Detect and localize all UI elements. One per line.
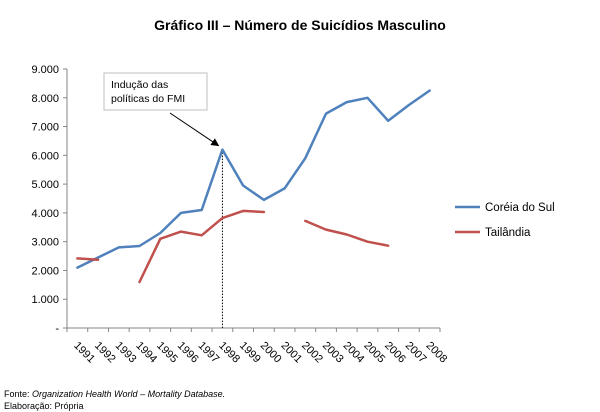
- x-tick-label: 1998: [216, 340, 242, 366]
- y-tick-label: -: [55, 323, 59, 335]
- y-tick-label: 4.000: [31, 208, 59, 220]
- x-tick-label: 2004: [341, 340, 367, 366]
- series-line-coreia-do-sul: [76, 89, 431, 269]
- series-line-tailandia: [76, 257, 100, 262]
- y-tick-label: 1.000: [31, 294, 59, 306]
- chart-title: Gráfico III – Número de Suicídios Mascul…: [154, 17, 446, 33]
- x-tick-label: 1996: [175, 340, 201, 366]
- series-line-tailandia: [304, 219, 390, 247]
- x-tick-label: 1995: [154, 340, 180, 366]
- source-line: Fonte: Organization Health World – Morta…: [4, 388, 225, 400]
- y-tick-label: 5.000: [31, 179, 59, 191]
- y-tick-label: 7.000: [31, 122, 59, 134]
- x-tick-label: 2006: [382, 340, 408, 366]
- y-tick-label: 6.000: [31, 150, 59, 162]
- x-tick-label: 1991: [71, 340, 97, 366]
- x-axis-ticks: 1991199219931994199519961997199819992000…: [66, 328, 450, 366]
- source-text: Organization Health World – Mortality Da…: [32, 389, 226, 399]
- x-tick-label: 1994: [133, 340, 159, 366]
- x-tick-label: 2000: [258, 340, 284, 366]
- legend-label-tailandia: Tailândia: [485, 227, 531, 239]
- annotation-box: [103, 72, 208, 111]
- credit-line: Elaboração: Própria: [4, 401, 84, 411]
- y-axis-ticks: - 1.000 2.000 3.000 4.000 5.000 6.000 7.000 8.00…: [31, 64, 67, 335]
- series-lines: [76, 89, 431, 284]
- y-tick-label: 2.000: [31, 265, 59, 277]
- x-tick-label: 2008: [424, 340, 450, 366]
- x-tick-label: 1993: [113, 340, 139, 366]
- annotation-text-line-1: Indução das: [111, 79, 168, 91]
- x-tick-label: 2007: [403, 340, 429, 366]
- legend-label-coreia-do-sul: Coréia do Sul: [485, 202, 555, 214]
- x-tick-label: 2003: [320, 340, 346, 366]
- x-tick-label: 1997: [196, 340, 222, 366]
- x-tick-label: 1992: [92, 340, 118, 366]
- annotation-arrow: [169, 112, 220, 147]
- y-tick-label: 3.000: [31, 237, 59, 249]
- annotation: Indução das políticas do FMI: [103, 72, 220, 147]
- annotation-text-line-2: políticas do FMI: [111, 93, 185, 105]
- x-tick-label: 1999: [237, 340, 263, 366]
- source-label: Fonte:: [4, 389, 33, 399]
- y-tick-label: 8.000: [31, 93, 59, 105]
- source-note: Fonte: Organization Health World – Morta…: [4, 388, 225, 412]
- series-line-tailandia: [138, 209, 266, 284]
- x-tick-label: 2002: [299, 340, 325, 366]
- x-tick-label: 2001: [278, 340, 304, 366]
- legend: Coréia do Sul Tailândia: [455, 202, 555, 239]
- y-tick-label: 9.000: [31, 64, 59, 76]
- x-tick-label: 2005: [361, 340, 387, 366]
